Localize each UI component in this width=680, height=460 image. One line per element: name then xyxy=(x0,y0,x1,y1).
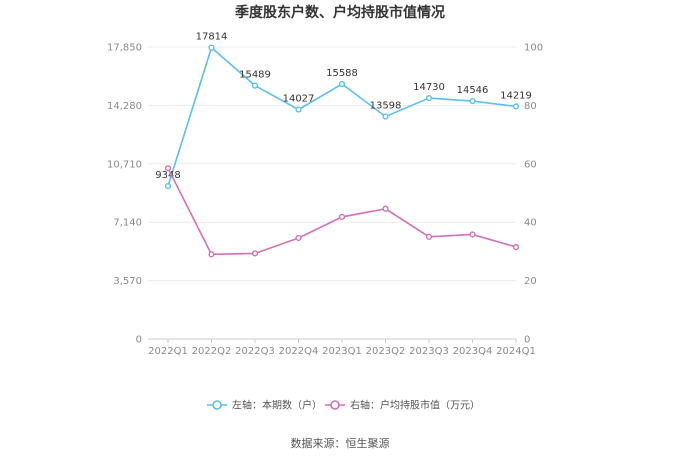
data-label: 14730 xyxy=(413,82,445,93)
data-source: 数据来源：恒生聚源 xyxy=(291,436,390,450)
legend-label: 左轴：本期数（户） xyxy=(232,399,322,412)
right-tick-label: 20 xyxy=(524,276,537,287)
data-point xyxy=(382,205,389,212)
data-point xyxy=(469,97,476,105)
data-label: 15489 xyxy=(239,70,271,81)
data-label: 15588 xyxy=(326,68,358,79)
data-point xyxy=(382,113,389,120)
x-tick-label: 2023Q1 xyxy=(322,346,362,357)
chart-title: 季度股东户数、户均持股市值情况 xyxy=(234,4,445,21)
right-tick-label: 80 xyxy=(524,101,537,112)
data-label: 9348 xyxy=(155,170,180,181)
legend-marker-icon xyxy=(330,400,340,410)
right-tick-label: 40 xyxy=(524,218,537,229)
series: 9348 17814 15489 14027 15588 13598 14730 14546 1… xyxy=(155,32,532,258)
data-label: 13598 xyxy=(370,101,402,112)
right-tick-label: 100 xyxy=(524,43,543,54)
x-tick-label: 2023Q2 xyxy=(366,346,406,357)
x-tick-label: 2022Q3 xyxy=(235,346,275,357)
data-label: 17814 xyxy=(196,32,228,43)
data-point xyxy=(164,165,172,172)
data-point xyxy=(295,234,302,242)
series-line-market-value xyxy=(167,167,517,256)
data-point xyxy=(469,231,476,238)
x-tick-label: 2023Q4 xyxy=(453,346,493,357)
right-tick-label: 0 xyxy=(524,335,530,346)
data-point xyxy=(425,233,433,240)
data-label: 14546 xyxy=(457,85,489,96)
x-tick-label: 2022Q1 xyxy=(148,346,188,357)
legend-item[interactable]: 右轴：户均持股市值（万元） xyxy=(325,399,480,412)
legend: 左轴：本期数（户） 右轴：户均持股市值（万元） xyxy=(207,399,480,412)
legend-label: 右轴：户均持股市值（万元） xyxy=(350,399,480,412)
left-tick-label: 17,850 xyxy=(107,43,142,54)
right-tick-label: 60 xyxy=(524,159,537,170)
data-label: 14219 xyxy=(500,90,532,101)
left-tick-label: 7,140 xyxy=(113,218,142,229)
left-tick-label: 3,570 xyxy=(113,276,142,287)
left-tick-label: 10,710 xyxy=(107,159,142,170)
left-tick-label: 14,280 xyxy=(107,101,142,112)
data-point xyxy=(251,82,259,89)
data-point xyxy=(208,44,215,51)
data-point xyxy=(512,243,520,251)
data-point xyxy=(512,103,520,110)
data-point xyxy=(338,80,346,88)
x-tick-label: 2024Q1 xyxy=(496,346,536,357)
x-tick-label: 2022Q4 xyxy=(279,346,319,357)
data-point xyxy=(425,94,433,102)
axes: 0 0 3,570 20 7,140 40 10,710 60 14,280 80 17,850 10… xyxy=(107,43,543,358)
x-tick-label: 2023Q3 xyxy=(409,346,449,357)
data-label: 14027 xyxy=(283,94,315,105)
legend-item[interactable]: 左轴：本期数（户） xyxy=(207,399,322,412)
data-point xyxy=(164,182,172,190)
legend-marker-icon xyxy=(212,400,222,410)
data-point xyxy=(338,213,346,221)
data-point xyxy=(295,106,302,113)
x-tick-label: 2022Q2 xyxy=(192,346,232,357)
left-tick-label: 0 xyxy=(136,335,142,346)
data-point xyxy=(208,251,215,258)
data-point xyxy=(251,250,259,257)
